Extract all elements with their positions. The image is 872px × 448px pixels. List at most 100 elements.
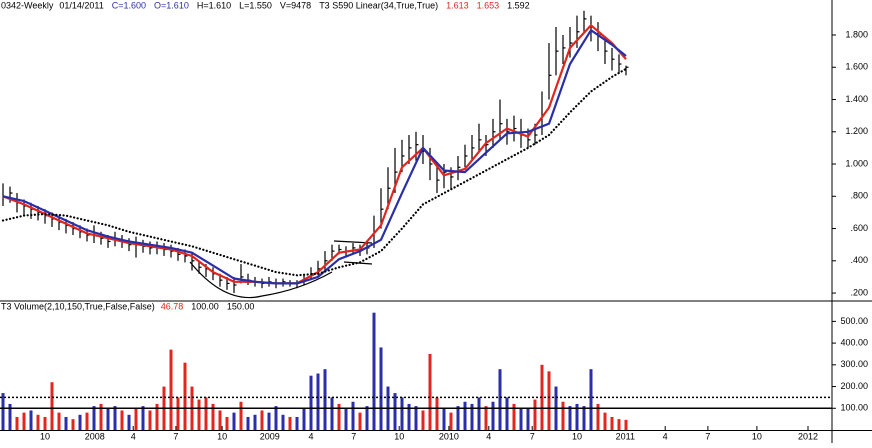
volume-bar	[260, 410, 264, 430]
volume-bar	[71, 419, 75, 430]
volume-bar	[218, 410, 222, 430]
volume-bar	[449, 412, 453, 430]
y-tick-label: 1.800	[845, 29, 868, 39]
volume-bar	[421, 410, 425, 430]
x-tick-label: 7	[351, 431, 356, 441]
volume-bar	[57, 412, 61, 430]
volume-bar	[22, 412, 26, 430]
volume-bar	[372, 312, 376, 430]
volume-bar	[519, 408, 523, 430]
y-tick-label: .600	[850, 223, 868, 233]
volume-bar	[442, 408, 446, 430]
volume-bar	[358, 412, 362, 430]
volume-bar	[484, 406, 488, 430]
volume-bar	[610, 416, 614, 430]
volume-bar	[568, 406, 572, 430]
header-text: 46.78	[161, 301, 184, 311]
header-text: 1.653	[477, 0, 500, 10]
volume-bar	[302, 408, 306, 430]
volume-bar	[92, 406, 96, 430]
volume-bar	[491, 401, 495, 430]
handle-annotation	[343, 261, 373, 265]
volume-bar	[127, 414, 131, 430]
volume-bar	[309, 375, 313, 430]
x-tick-label: 10	[572, 431, 582, 441]
volume-bar	[36, 414, 40, 430]
header-text: 100.00	[191, 301, 219, 311]
x-tick-label: 7	[705, 431, 710, 441]
volume-bar	[589, 369, 593, 430]
volume-bar	[512, 403, 516, 430]
volume-bar	[1, 393, 5, 430]
volume-bar	[414, 406, 418, 430]
volume-bar	[8, 403, 12, 430]
x-tick-label: 7	[530, 431, 535, 441]
volume-bar	[582, 406, 586, 430]
header-text: 0342-Weekly	[1, 0, 54, 10]
volume-bar	[225, 416, 229, 430]
header-text: H=1.610	[197, 0, 231, 10]
volume-bar	[428, 353, 432, 430]
volume-bar	[267, 412, 271, 430]
volume-bar	[400, 397, 404, 430]
volume-bar	[64, 416, 68, 430]
volume-bar	[155, 403, 159, 430]
volume-bar	[463, 401, 467, 430]
volume-bar	[148, 410, 152, 430]
volume-bar	[134, 408, 138, 430]
y-tick-label: 1.000	[845, 158, 868, 168]
volume-bar	[239, 401, 243, 430]
y-tick-label: 400.00	[840, 337, 868, 347]
y-tick-label: 300.00	[840, 359, 868, 369]
volume-bar	[295, 416, 299, 430]
volume-bar	[197, 399, 201, 430]
header-text: C=1.600	[112, 0, 146, 10]
volume-bar	[85, 412, 89, 430]
header-text: 150.00	[227, 301, 255, 311]
x-tick-label: 10	[40, 431, 50, 441]
volume-bar	[253, 414, 257, 430]
volume-bar	[505, 397, 509, 430]
x-tick-label: 10	[752, 431, 762, 441]
volume-bar	[393, 393, 397, 430]
volume-bar	[533, 399, 537, 430]
moving-average	[2, 24, 627, 285]
volume-bar	[169, 349, 173, 430]
y-tick-label: .400	[850, 255, 868, 265]
header-text: 1.592	[507, 0, 530, 10]
y-tick-label: .800	[850, 191, 868, 201]
volume-bar	[337, 403, 341, 430]
volume-bar	[316, 373, 320, 430]
x-tick-label: 4	[131, 431, 136, 441]
header-text: V=9478	[280, 0, 311, 10]
volume-bar	[596, 403, 600, 430]
header-text: L=1.550	[239, 0, 272, 10]
volume-bar	[246, 416, 250, 430]
header-text: O=1.610	[154, 0, 189, 10]
volume-bar	[456, 406, 460, 430]
x-tick-label: 7	[173, 431, 178, 441]
volume-bar	[435, 397, 439, 430]
y-tick-label: 1.600	[845, 62, 868, 72]
volume-bar	[99, 403, 103, 430]
cup-annotation	[189, 261, 333, 299]
x-tick-label: 10	[394, 431, 404, 441]
y-tick-label: .200	[850, 287, 868, 297]
volume-bar	[365, 406, 369, 430]
volume-bar	[603, 412, 607, 430]
volume-bar	[498, 369, 502, 430]
volume-bar	[50, 382, 54, 430]
x-tick-label: 2011	[616, 431, 635, 441]
volume-bar	[204, 397, 208, 430]
volume-bar	[288, 416, 292, 430]
volume-bar	[176, 397, 180, 430]
volume-bar	[624, 419, 628, 430]
x-tick-label: 2012	[798, 431, 818, 441]
header-text: T3 S590 Linear(34,True,True)	[319, 0, 438, 10]
x-tick-label: 2010	[439, 431, 459, 441]
volume-bar	[113, 406, 117, 430]
volume-bar	[281, 414, 285, 430]
volume-bar	[351, 401, 355, 430]
volume-bar	[617, 419, 621, 430]
